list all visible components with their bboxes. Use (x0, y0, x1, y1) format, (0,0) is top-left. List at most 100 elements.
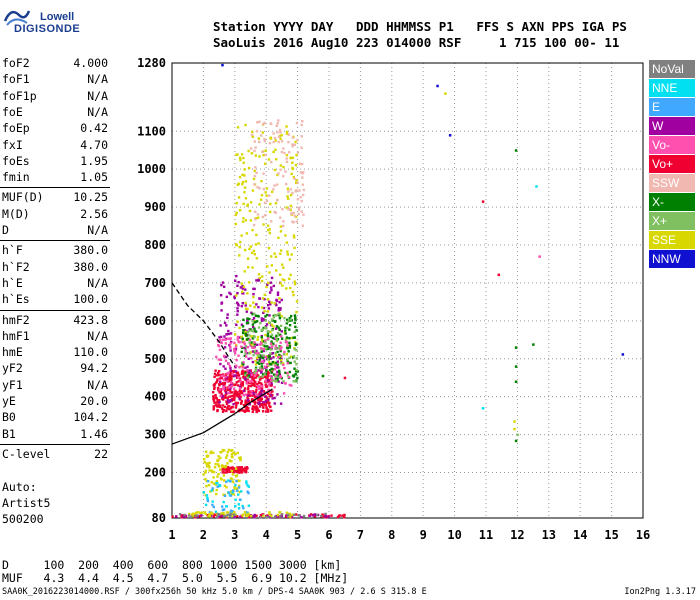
echo-point (256, 213, 260, 216)
echo-point (264, 515, 268, 519)
echo-point (253, 253, 257, 256)
echo-point (286, 513, 290, 517)
echo-point (269, 374, 272, 378)
echo-point (230, 397, 234, 401)
echo-point (292, 234, 296, 237)
echo-point (236, 320, 239, 323)
echo-point (220, 309, 223, 312)
echo-point (252, 514, 255, 518)
param-separator (0, 443, 110, 445)
echo-point (237, 503, 240, 506)
echo-point (248, 329, 251, 333)
echo-point (293, 282, 297, 286)
legend-item: NNE (649, 79, 695, 97)
echo-point (264, 153, 267, 157)
echo-point (242, 318, 245, 322)
echo-point (276, 377, 279, 380)
echo-point (191, 513, 194, 516)
echo-point (211, 391, 215, 394)
echo-point (241, 290, 244, 293)
echo-point (249, 394, 252, 397)
echo-point (208, 514, 212, 518)
echo-point (296, 198, 300, 201)
echo-point (270, 409, 273, 412)
param-value: 423.8 (73, 312, 108, 327)
echo-point (251, 228, 254, 232)
echo-point (258, 362, 261, 365)
echo-point (229, 466, 232, 470)
echo-point (237, 467, 240, 470)
echo-point (244, 401, 247, 404)
echo-point (228, 375, 231, 378)
echo-point (237, 376, 240, 379)
echo-point (301, 193, 305, 197)
echo-point (243, 270, 246, 273)
echo-point (228, 386, 231, 389)
echo-point (268, 271, 271, 274)
echo-point (267, 337, 270, 340)
echo-point (290, 384, 293, 387)
echo-point (298, 189, 301, 192)
echo-point (295, 153, 298, 157)
echo-point (274, 375, 277, 378)
param-value: N/A (87, 88, 108, 103)
echo-point (277, 172, 280, 175)
echo-point (283, 382, 287, 385)
echo-point (224, 388, 227, 392)
echo-point (242, 404, 246, 407)
echo-point (196, 515, 199, 518)
x-tick-label: 1 (168, 528, 175, 542)
echo-point (226, 511, 230, 514)
echo-point (264, 333, 267, 337)
echo-point (262, 340, 266, 343)
echo-point (275, 336, 278, 340)
echo-point (263, 293, 267, 297)
echo-point (208, 511, 212, 514)
footer-distance-row: D 100 200 400 600 800 1000 1500 3000 [km… (2, 558, 342, 572)
echo-point (254, 243, 258, 246)
param-value: 4.70 (80, 137, 108, 152)
echo-point (229, 386, 232, 389)
echo-point (269, 342, 273, 345)
echo-point (250, 343, 253, 346)
echo-point (231, 405, 234, 409)
echo-point (264, 325, 268, 328)
legend-item: X- (649, 193, 695, 211)
legend-item: NoVal (649, 60, 695, 78)
echo-point (237, 484, 241, 488)
echo-point (250, 133, 254, 137)
echo-point (222, 500, 225, 504)
echo-point (234, 383, 237, 386)
echo-point (255, 371, 258, 375)
echo-point (245, 401, 249, 405)
echo-point (236, 451, 240, 455)
echo-point (240, 304, 243, 308)
echo-point (262, 390, 266, 393)
echo-point (273, 396, 276, 400)
echo-point (240, 372, 244, 376)
echo-point (269, 255, 273, 258)
echo-point (281, 284, 284, 287)
echo-point (289, 188, 293, 191)
echo-point (259, 393, 262, 396)
echo-point (267, 158, 271, 161)
echo-point (243, 341, 246, 344)
echo-point (263, 140, 267, 143)
echo-point (245, 351, 248, 355)
echo-point (538, 255, 541, 258)
echo-point (276, 122, 279, 125)
param-row: h`E N/A (2, 276, 108, 292)
version-label: 500200 (2, 512, 44, 526)
echo-point (516, 433, 519, 437)
echo-point (274, 344, 277, 347)
echo-point (238, 397, 241, 400)
param-separator (0, 187, 110, 189)
echo-point (255, 320, 259, 323)
echo-point (293, 330, 296, 334)
echo-point (247, 374, 250, 377)
echo-point (257, 402, 261, 406)
echo-point (253, 327, 256, 330)
echo-point (230, 385, 234, 388)
param-name: foF2 (2, 56, 30, 70)
echo-point (514, 346, 518, 349)
